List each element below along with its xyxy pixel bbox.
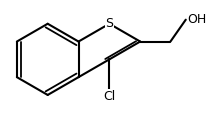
Text: S: S: [105, 17, 113, 30]
Text: Cl: Cl: [103, 90, 116, 103]
Text: OH: OH: [188, 13, 207, 26]
